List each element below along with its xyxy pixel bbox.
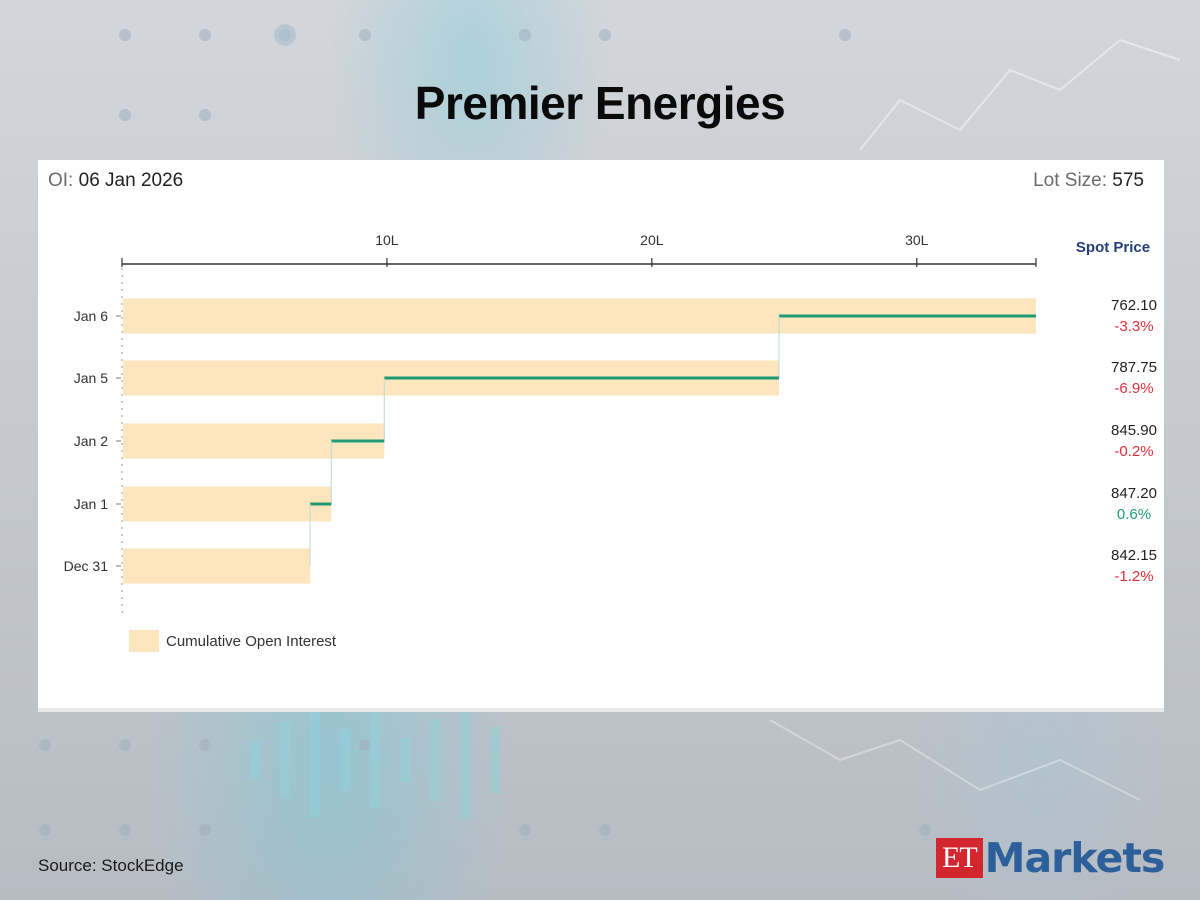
oi-date: OI: 06 Jan 2026: [48, 170, 183, 192]
background-dot: [519, 824, 531, 836]
background-candle: [460, 700, 470, 820]
lot-size-label: Lot Size:: [1033, 170, 1108, 191]
price-change-value: -3.3%: [1114, 318, 1153, 335]
background-dot: [839, 29, 851, 41]
chart-panel: OI: 06 Jan 2026 Lot Size: 575 10L 20L 30L S…: [38, 160, 1164, 708]
background-dot: [359, 29, 371, 41]
logo-et-mark: ET: [936, 838, 983, 878]
background-candle: [400, 737, 410, 783]
category-label: Jan 2: [74, 433, 108, 449]
x-tick-label: 30L: [905, 232, 929, 248]
legend-swatch: [129, 630, 159, 652]
category-label: Dec 31: [64, 558, 109, 574]
background-candle: [430, 719, 440, 801]
x-tick-label: 10L: [375, 232, 399, 248]
background-dot: [274, 24, 296, 46]
background-dot: [199, 739, 211, 751]
price-change-value: -0.2%: [1114, 443, 1153, 460]
logo-markets-text: Markets: [984, 834, 1166, 882]
background-trendline: [859, 38, 1181, 151]
background-trendline: [769, 719, 1141, 801]
spot-price-header: Spot Price: [1076, 239, 1150, 256]
spot-price-value: 842.15: [1111, 547, 1157, 564]
background-candle: [490, 727, 500, 793]
spot-price-value: 845.90: [1111, 422, 1157, 439]
oi-label: OI:: [48, 170, 74, 191]
oi-date-value: 06 Jan 2026: [78, 170, 184, 191]
background-dot: [359, 739, 371, 751]
background-candle: [250, 740, 260, 780]
price-change-value: -6.9%: [1114, 380, 1153, 397]
background-dot: [599, 824, 611, 836]
page-title: Premier Energies: [414, 77, 786, 129]
price-change-value: -1.2%: [1114, 568, 1153, 585]
background-dot: [119, 29, 131, 41]
background-dot: [599, 29, 611, 41]
legend-label: Cumulative Open Interest: [166, 633, 337, 650]
background-dot: [519, 29, 531, 41]
category-label: Jan 5: [74, 370, 108, 386]
background-candle: [340, 729, 350, 791]
x-tick-label: 20L: [640, 232, 664, 248]
oi-bar: [123, 486, 332, 522]
background-dot: [119, 824, 131, 836]
background-candle: [310, 703, 320, 817]
spot-price-value: 762.10: [1111, 297, 1157, 314]
open-interest-chart: 10L 20L 30L Spot Price Jan 6 762.10 -3.3% Jan 5…: [64, 232, 1157, 652]
background-dot: [199, 29, 211, 41]
lot-size: Lot Size: 575: [1033, 170, 1144, 192]
category-label: Jan 1: [74, 496, 108, 512]
spot-price-value: 847.20: [1111, 485, 1157, 502]
background-candle: [370, 711, 380, 809]
background-dot: [119, 739, 131, 751]
background-dot: [199, 824, 211, 836]
et-markets-logo: ET Markets: [936, 834, 1166, 882]
background-dot: [919, 824, 931, 836]
price-change-value: 0.6%: [1117, 506, 1151, 523]
background-dot: [39, 824, 51, 836]
background-dot: [199, 109, 211, 121]
lot-size-value: 575: [1112, 170, 1144, 191]
category-label: Jan 6: [74, 308, 108, 324]
oi-bar: [123, 548, 311, 584]
background-dot: [119, 109, 131, 121]
source-note: Source: StockEdge: [38, 856, 184, 875]
background-candle: [280, 721, 290, 799]
spot-price-value: 787.75: [1111, 359, 1157, 376]
background-dot: [39, 739, 51, 751]
